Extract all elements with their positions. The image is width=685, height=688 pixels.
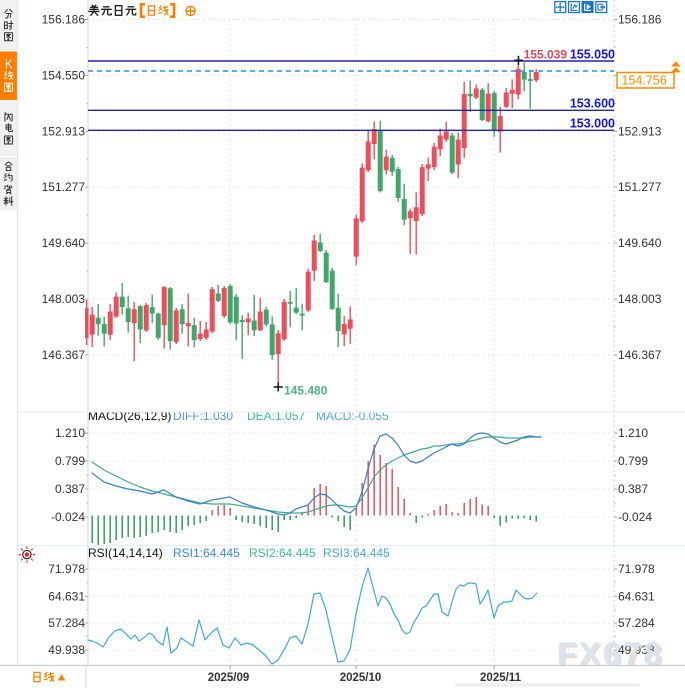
svg-text:2025/11: 2025/11 [480, 672, 522, 684]
svg-text:1.210: 1.210 [55, 426, 85, 440]
svg-text:1.210: 1.210 [618, 426, 648, 440]
svg-text:154.550: 154.550 [42, 68, 86, 82]
svg-text:153.600: 153.600 [570, 97, 615, 111]
svg-text:49.938: 49.938 [618, 643, 655, 657]
svg-text:71.978: 71.978 [618, 562, 655, 576]
svg-text:155.050: 155.050 [570, 48, 615, 62]
svg-text:-0.024: -0.024 [618, 510, 652, 524]
svg-text:RSI3:64.445: RSI3:64.445 [323, 546, 390, 560]
svg-text:0.387: 0.387 [55, 482, 85, 496]
svg-text:-0.024: -0.024 [51, 510, 85, 524]
svg-text:148.003: 148.003 [42, 292, 86, 306]
svg-text:0.387: 0.387 [618, 482, 648, 496]
svg-text:149.640: 149.640 [618, 236, 662, 250]
svg-text:RSI(14,14,14): RSI(14,14,14) [88, 546, 163, 560]
svg-text:152.913: 152.913 [618, 124, 662, 138]
svg-text:148.003: 148.003 [618, 292, 662, 306]
svg-text:0.799: 0.799 [55, 454, 85, 468]
svg-text:57.284: 57.284 [618, 616, 655, 630]
svg-text:MACD(26,12,9): MACD(26,12,9) [88, 409, 171, 423]
svg-text:151.277: 151.277 [618, 180, 662, 194]
svg-text:146.367: 146.367 [618, 348, 662, 362]
svg-text:156.186: 156.186 [42, 13, 86, 27]
svg-text:71.978: 71.978 [48, 562, 85, 576]
svg-text:57.284: 57.284 [48, 616, 85, 630]
svg-text:RSI2:64.445: RSI2:64.445 [249, 546, 316, 560]
svg-text:64.631: 64.631 [48, 589, 85, 603]
svg-text:64.631: 64.631 [618, 589, 655, 603]
svg-text:156.186: 156.186 [618, 13, 662, 27]
svg-text:DIFF:1.030: DIFF:1.030 [173, 409, 233, 423]
svg-text:149.640: 149.640 [42, 236, 86, 250]
svg-text:146.367: 146.367 [42, 348, 86, 362]
svg-text:2025/09: 2025/09 [208, 672, 250, 684]
svg-text:49.938: 49.938 [48, 643, 85, 657]
svg-text:MACD:-0.055: MACD:-0.055 [316, 409, 389, 423]
svg-text:153.000: 153.000 [570, 117, 615, 131]
svg-text:151.277: 151.277 [42, 180, 86, 194]
svg-text:152.913: 152.913 [42, 124, 86, 138]
svg-text:0.799: 0.799 [618, 454, 648, 468]
svg-text:RSI1:64.445: RSI1:64.445 [173, 546, 240, 560]
svg-text:DEA:1.057: DEA:1.057 [247, 409, 305, 423]
svg-text:145.480: 145.480 [284, 384, 328, 398]
svg-text:154.756: 154.756 [622, 74, 667, 88]
svg-text:155.039: 155.039 [524, 48, 568, 62]
svg-text:2025/10: 2025/10 [340, 672, 382, 684]
